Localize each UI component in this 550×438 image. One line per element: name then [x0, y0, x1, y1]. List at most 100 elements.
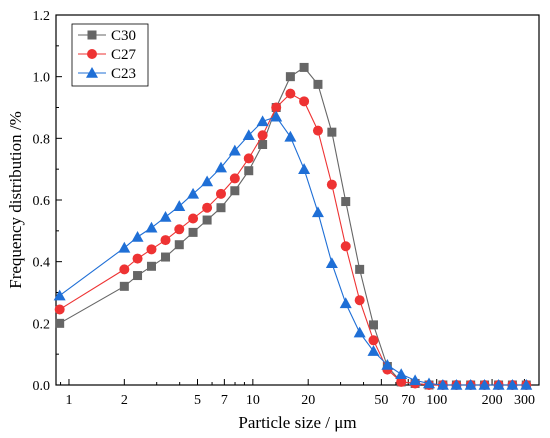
data-point-c30 [202, 215, 212, 225]
data-point-c30 [341, 197, 351, 207]
data-point-c27 [160, 235, 171, 246]
data-point-c30 [146, 261, 156, 271]
legend-box [71, 23, 149, 87]
data-point-c23 [242, 129, 255, 141]
data-point-c23 [284, 130, 297, 142]
data-point-c27 [243, 153, 254, 164]
data-point-c30 [133, 271, 143, 281]
data-point-c27 [119, 264, 130, 275]
data-point-c27 [174, 224, 185, 235]
data-point-c30 [174, 240, 184, 250]
data-point-c23 [311, 206, 324, 218]
legend-marker [87, 49, 97, 59]
data-point-c27 [146, 244, 157, 255]
data-point-c23 [353, 326, 366, 338]
data-point-c23 [409, 374, 422, 386]
data-point-c23 [367, 345, 380, 356]
data-point-c23 [145, 221, 158, 233]
y-axis: 0.0 0.2 0.4 0.6 0.8 1.0 1.2 [33, 9, 62, 394]
data-point-c23 [381, 358, 394, 370]
data-point-c23 [118, 241, 131, 253]
data-point-c27 [396, 376, 407, 387]
legend-label: C23 [111, 66, 136, 82]
y-tick-label: 0.4 [33, 256, 51, 271]
data-point-c27 [285, 88, 296, 99]
series-c30 [55, 62, 531, 390]
data-point-c30 [313, 79, 323, 89]
data-point-c23 [187, 187, 200, 199]
y-tick-label: 1.2 [33, 9, 51, 24]
data-point-c23 [436, 379, 449, 390]
x-tick-label: 70 [401, 393, 415, 408]
data-point-c27 [229, 173, 240, 184]
x-tick-label: 100 [426, 393, 447, 408]
data-point-c23 [201, 175, 214, 187]
series-c27 [54, 88, 532, 390]
x-tick-label: 1 [65, 393, 72, 408]
series-line-c30 [59, 66, 527, 386]
data-point-c30 [119, 281, 129, 291]
y-tick-label: 0.6 [33, 194, 51, 209]
data-point-c23 [450, 379, 463, 390]
data-point-c27 [188, 213, 199, 224]
series-c23 [53, 110, 533, 390]
data-point-c30 [161, 252, 171, 262]
x-tick-label: 5 [194, 393, 201, 408]
data-point-c30 [285, 72, 295, 82]
x-tick-label: 2 [121, 393, 128, 408]
data-point-c23 [53, 289, 66, 301]
legend-marker [87, 30, 97, 40]
data-point-c27 [299, 96, 310, 107]
data-point-c27 [132, 253, 143, 264]
data-point-c23 [464, 379, 477, 390]
legend-label: C30 [111, 28, 136, 44]
data-point-c30 [230, 186, 240, 196]
data-point-c27 [312, 125, 323, 136]
data-point-c23 [478, 379, 491, 390]
data-point-c30 [188, 227, 198, 237]
data-point-c27 [354, 295, 365, 306]
data-point-c27 [54, 304, 65, 315]
legend: C30 C27 C23 [71, 23, 149, 87]
data-point-c23 [159, 210, 172, 222]
x-tick-label: 300 [514, 393, 535, 408]
data-point-c27 [326, 179, 337, 190]
data-point-c23 [395, 368, 408, 380]
data-point-c27 [340, 241, 351, 252]
legend-marker [86, 67, 98, 78]
data-point-c23 [131, 231, 144, 242]
data-point-c27 [202, 202, 213, 213]
data-point-c30 [55, 318, 65, 328]
x-tick-label: 20 [301, 393, 315, 408]
x-axis: 1 2 5 7 10 20 50 70 100 200 300 [60, 379, 535, 408]
legend-label: C27 [111, 47, 137, 63]
data-point-c27 [257, 130, 268, 141]
series-layer [53, 62, 533, 390]
data-point-c23 [506, 379, 519, 390]
y-tick-label: 0.0 [33, 379, 51, 394]
x-tick-label: 10 [246, 393, 260, 408]
data-point-c23 [423, 377, 436, 389]
data-point-c23 [256, 115, 269, 127]
series-line-c23 [59, 116, 527, 386]
data-point-c23 [228, 144, 241, 156]
data-point-c30 [216, 203, 226, 213]
y-tick-label: 0.2 [33, 317, 51, 332]
y-tick-label: 1.0 [33, 71, 51, 86]
data-point-c27 [215, 188, 226, 199]
data-point-c23 [492, 379, 505, 390]
data-point-c30 [299, 62, 309, 72]
x-tick-label: 200 [482, 393, 503, 408]
data-point-c30 [258, 140, 268, 149]
data-point-c23 [173, 200, 186, 211]
data-point-c23 [339, 297, 352, 309]
x-tick-label: 7 [221, 393, 228, 408]
x-tick-label: 50 [374, 393, 388, 408]
y-axis-title: Frequency distribution /% [6, 111, 25, 289]
data-point-c23 [214, 161, 227, 173]
y-tick-label: 0.8 [33, 132, 51, 147]
data-point-c27 [271, 102, 282, 113]
data-point-c27 [368, 335, 379, 346]
data-point-c23 [298, 163, 311, 174]
